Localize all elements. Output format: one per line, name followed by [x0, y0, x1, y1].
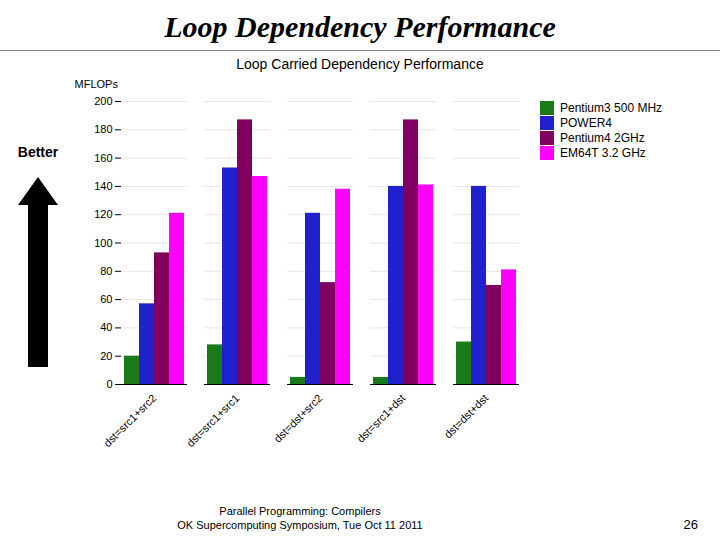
- html-text:Loop Dependency Performance: Loop Dependency Performance: [164, 10, 556, 43]
- svg-text:dst=dst+src2: dst=dst+src2: [271, 392, 324, 445]
- svg-text:120: 120: [94, 208, 112, 220]
- html-text:26: 26: [683, 517, 698, 532]
- html-text:Parallel Programming: Compiler: Parallel Programming: Compilers: [219, 505, 381, 517]
- svg-text:dst=dst+dst: dst=dst+dst: [442, 392, 491, 441]
- html-text:OK Supercomputing Symposium, T: OK Supercomputing Symposium, Tue Oct 11 …: [177, 519, 423, 531]
- svg-text:20: 20: [100, 350, 112, 362]
- svg-text:80: 80: [100, 265, 112, 277]
- svg-text:140: 140: [94, 180, 112, 192]
- svg-text:dst=src1+dst: dst=src1+dst: [354, 392, 407, 445]
- html-text:Loop Carried Dependency Perfor: Loop Carried Dependency Performance: [236, 56, 484, 72]
- svg-text:160: 160: [94, 152, 112, 164]
- svg-text:dst=src1+src2: dst=src1+src2: [101, 392, 158, 449]
- svg-text:100: 100: [94, 237, 112, 249]
- svg-text:40: 40: [100, 321, 112, 333]
- svg-text:180: 180: [94, 123, 112, 135]
- html-text:POWER4: POWER4: [560, 116, 612, 130]
- svg-text:0: 0: [106, 378, 112, 390]
- html-text:EM64T 3.2 GHz: EM64T 3.2 GHz: [560, 146, 646, 160]
- svg-text:Better: Better: [18, 144, 59, 160]
- svg-text:60: 60: [100, 293, 112, 305]
- html-text:Pentium3 500 MHz: Pentium3 500 MHz: [560, 101, 662, 115]
- svg-text:MFLOPs: MFLOPs: [75, 78, 119, 90]
- svg-text:200: 200: [94, 95, 112, 107]
- html-text:Pentium4 2GHz: Pentium4 2GHz: [560, 131, 645, 145]
- svg-text:dst=src1+src1: dst=src1+src1: [184, 392, 241, 449]
